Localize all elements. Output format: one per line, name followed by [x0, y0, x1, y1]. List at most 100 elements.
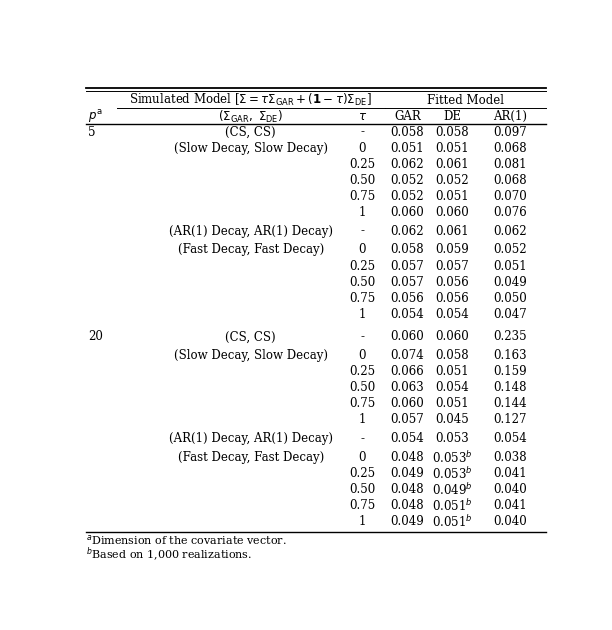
- Text: 0.062: 0.062: [390, 158, 424, 171]
- Text: 0.097: 0.097: [494, 125, 528, 139]
- Text: 0.051: 0.051: [390, 142, 424, 154]
- Text: (Fast Decay, Fast Decay): (Fast Decay, Fast Decay): [177, 451, 324, 464]
- Text: 0.051: 0.051: [436, 365, 469, 378]
- Text: 0.75: 0.75: [349, 292, 375, 304]
- Text: Simulated Model [$\Sigma = \tau\Sigma_{\rm GAR} + (\mathbf{1}-\tau)\Sigma_{\rm D: Simulated Model [$\Sigma = \tau\Sigma_{\…: [130, 92, 372, 108]
- Text: Fitted Model: Fitted Model: [427, 94, 504, 107]
- Text: 0.060: 0.060: [390, 330, 424, 343]
- Text: 0.25: 0.25: [349, 260, 375, 273]
- Text: 0: 0: [359, 142, 366, 154]
- Text: 0.068: 0.068: [494, 142, 528, 154]
- Text: 0.144: 0.144: [494, 398, 528, 410]
- Text: 0.057: 0.057: [436, 260, 469, 273]
- Text: 0.057: 0.057: [390, 275, 424, 289]
- Text: 0.75: 0.75: [349, 398, 375, 410]
- Text: 0.074: 0.074: [390, 349, 424, 362]
- Text: 0.060: 0.060: [436, 205, 469, 219]
- Text: 0.049$^b$: 0.049$^b$: [432, 482, 472, 498]
- Text: -: -: [360, 432, 364, 445]
- Text: 0.058: 0.058: [390, 243, 424, 256]
- Text: 0.058: 0.058: [436, 349, 469, 362]
- Text: 0.50: 0.50: [349, 174, 375, 186]
- Text: 0.051: 0.051: [436, 398, 469, 410]
- Text: 0.070: 0.070: [494, 190, 528, 203]
- Text: 20: 20: [88, 330, 103, 343]
- Text: 0.25: 0.25: [349, 365, 375, 378]
- Text: (AR(1) Decay, AR(1) Decay): (AR(1) Decay, AR(1) Decay): [169, 432, 333, 445]
- Text: $p^{\rm a}$: $p^{\rm a}$: [88, 108, 103, 125]
- Text: 0.058: 0.058: [436, 125, 469, 139]
- Text: 0.041: 0.041: [494, 467, 528, 480]
- Text: 0.050: 0.050: [494, 292, 528, 304]
- Text: 0.75: 0.75: [349, 499, 375, 512]
- Text: 0.062: 0.062: [390, 224, 424, 238]
- Text: $^b$Based on 1,000 realizations.: $^b$Based on 1,000 realizations.: [86, 546, 252, 564]
- Text: AR(1): AR(1): [493, 110, 528, 123]
- Text: 0.047: 0.047: [494, 307, 528, 321]
- Text: GAR: GAR: [394, 110, 420, 123]
- Text: 0.054: 0.054: [494, 432, 528, 445]
- Text: 0: 0: [359, 451, 366, 464]
- Text: 0.053$^b$: 0.053$^b$: [432, 466, 472, 481]
- Text: 0.063: 0.063: [390, 381, 424, 394]
- Text: (Fast Decay, Fast Decay): (Fast Decay, Fast Decay): [177, 243, 324, 256]
- Text: $^a$Dimension of the covariate vector.: $^a$Dimension of the covariate vector.: [86, 534, 287, 547]
- Text: 0.75: 0.75: [349, 190, 375, 203]
- Text: 0.054: 0.054: [436, 381, 469, 394]
- Text: 0.053$^b$: 0.053$^b$: [432, 450, 472, 466]
- Text: 0.051: 0.051: [494, 260, 528, 273]
- Text: 0.148: 0.148: [494, 381, 527, 394]
- Text: 0.049: 0.049: [494, 275, 528, 289]
- Text: 0.040: 0.040: [494, 483, 528, 496]
- Text: -: -: [360, 224, 364, 238]
- Text: 0.076: 0.076: [494, 205, 528, 219]
- Text: 0.041: 0.041: [494, 499, 528, 512]
- Text: 0.048: 0.048: [390, 499, 424, 512]
- Text: 0.066: 0.066: [390, 365, 424, 378]
- Text: 0.056: 0.056: [436, 292, 469, 304]
- Text: 0.061: 0.061: [436, 158, 469, 171]
- Text: (CS, CS): (CS, CS): [225, 330, 276, 343]
- Text: 0.048: 0.048: [390, 451, 424, 464]
- Text: 0.054: 0.054: [436, 307, 469, 321]
- Text: 0.061: 0.061: [436, 224, 469, 238]
- Text: (CS, CS): (CS, CS): [225, 125, 276, 139]
- Text: 0.040: 0.040: [494, 515, 528, 528]
- Text: 0.057: 0.057: [390, 260, 424, 273]
- Text: 0.056: 0.056: [436, 275, 469, 289]
- Text: 0.50: 0.50: [349, 275, 375, 289]
- Text: 0.049: 0.049: [390, 515, 424, 528]
- Text: 0.50: 0.50: [349, 483, 375, 496]
- Text: 0.051: 0.051: [436, 142, 469, 154]
- Text: 0.038: 0.038: [494, 451, 528, 464]
- Text: $\tau$: $\tau$: [357, 110, 367, 123]
- Text: 0.056: 0.056: [390, 292, 424, 304]
- Text: 1: 1: [359, 413, 366, 427]
- Text: 0.051: 0.051: [436, 190, 469, 203]
- Text: (Slow Decay, Slow Decay): (Slow Decay, Slow Decay): [174, 142, 328, 154]
- Text: (AR(1) Decay, AR(1) Decay): (AR(1) Decay, AR(1) Decay): [169, 224, 333, 238]
- Text: 0.051$^b$: 0.051$^b$: [432, 498, 472, 513]
- Text: 0.045: 0.045: [436, 413, 469, 427]
- Text: 0.057: 0.057: [390, 413, 424, 427]
- Text: 0.048: 0.048: [390, 483, 424, 496]
- Text: 0.052: 0.052: [436, 174, 469, 186]
- Text: $(\Sigma_{\rm GAR},\ \Sigma_{\rm DE})$: $(\Sigma_{\rm GAR},\ \Sigma_{\rm DE})$: [218, 109, 283, 125]
- Text: 0.052: 0.052: [390, 174, 424, 186]
- Text: 0.062: 0.062: [494, 224, 528, 238]
- Text: DE: DE: [443, 110, 461, 123]
- Text: (Slow Decay, Slow Decay): (Slow Decay, Slow Decay): [174, 349, 328, 362]
- Text: 0.058: 0.058: [390, 125, 424, 139]
- Text: 0.060: 0.060: [390, 205, 424, 219]
- Text: 0.060: 0.060: [436, 330, 469, 343]
- Text: 0.059: 0.059: [436, 243, 469, 256]
- Text: 0.053: 0.053: [436, 432, 469, 445]
- Text: 0.054: 0.054: [390, 307, 424, 321]
- Text: 0: 0: [359, 243, 366, 256]
- Text: 0.051$^b$: 0.051$^b$: [432, 513, 472, 530]
- Text: 0.068: 0.068: [494, 174, 528, 186]
- Text: 1: 1: [359, 307, 366, 321]
- Text: 0.50: 0.50: [349, 381, 375, 394]
- Text: 0.081: 0.081: [494, 158, 527, 171]
- Text: 0.235: 0.235: [494, 330, 528, 343]
